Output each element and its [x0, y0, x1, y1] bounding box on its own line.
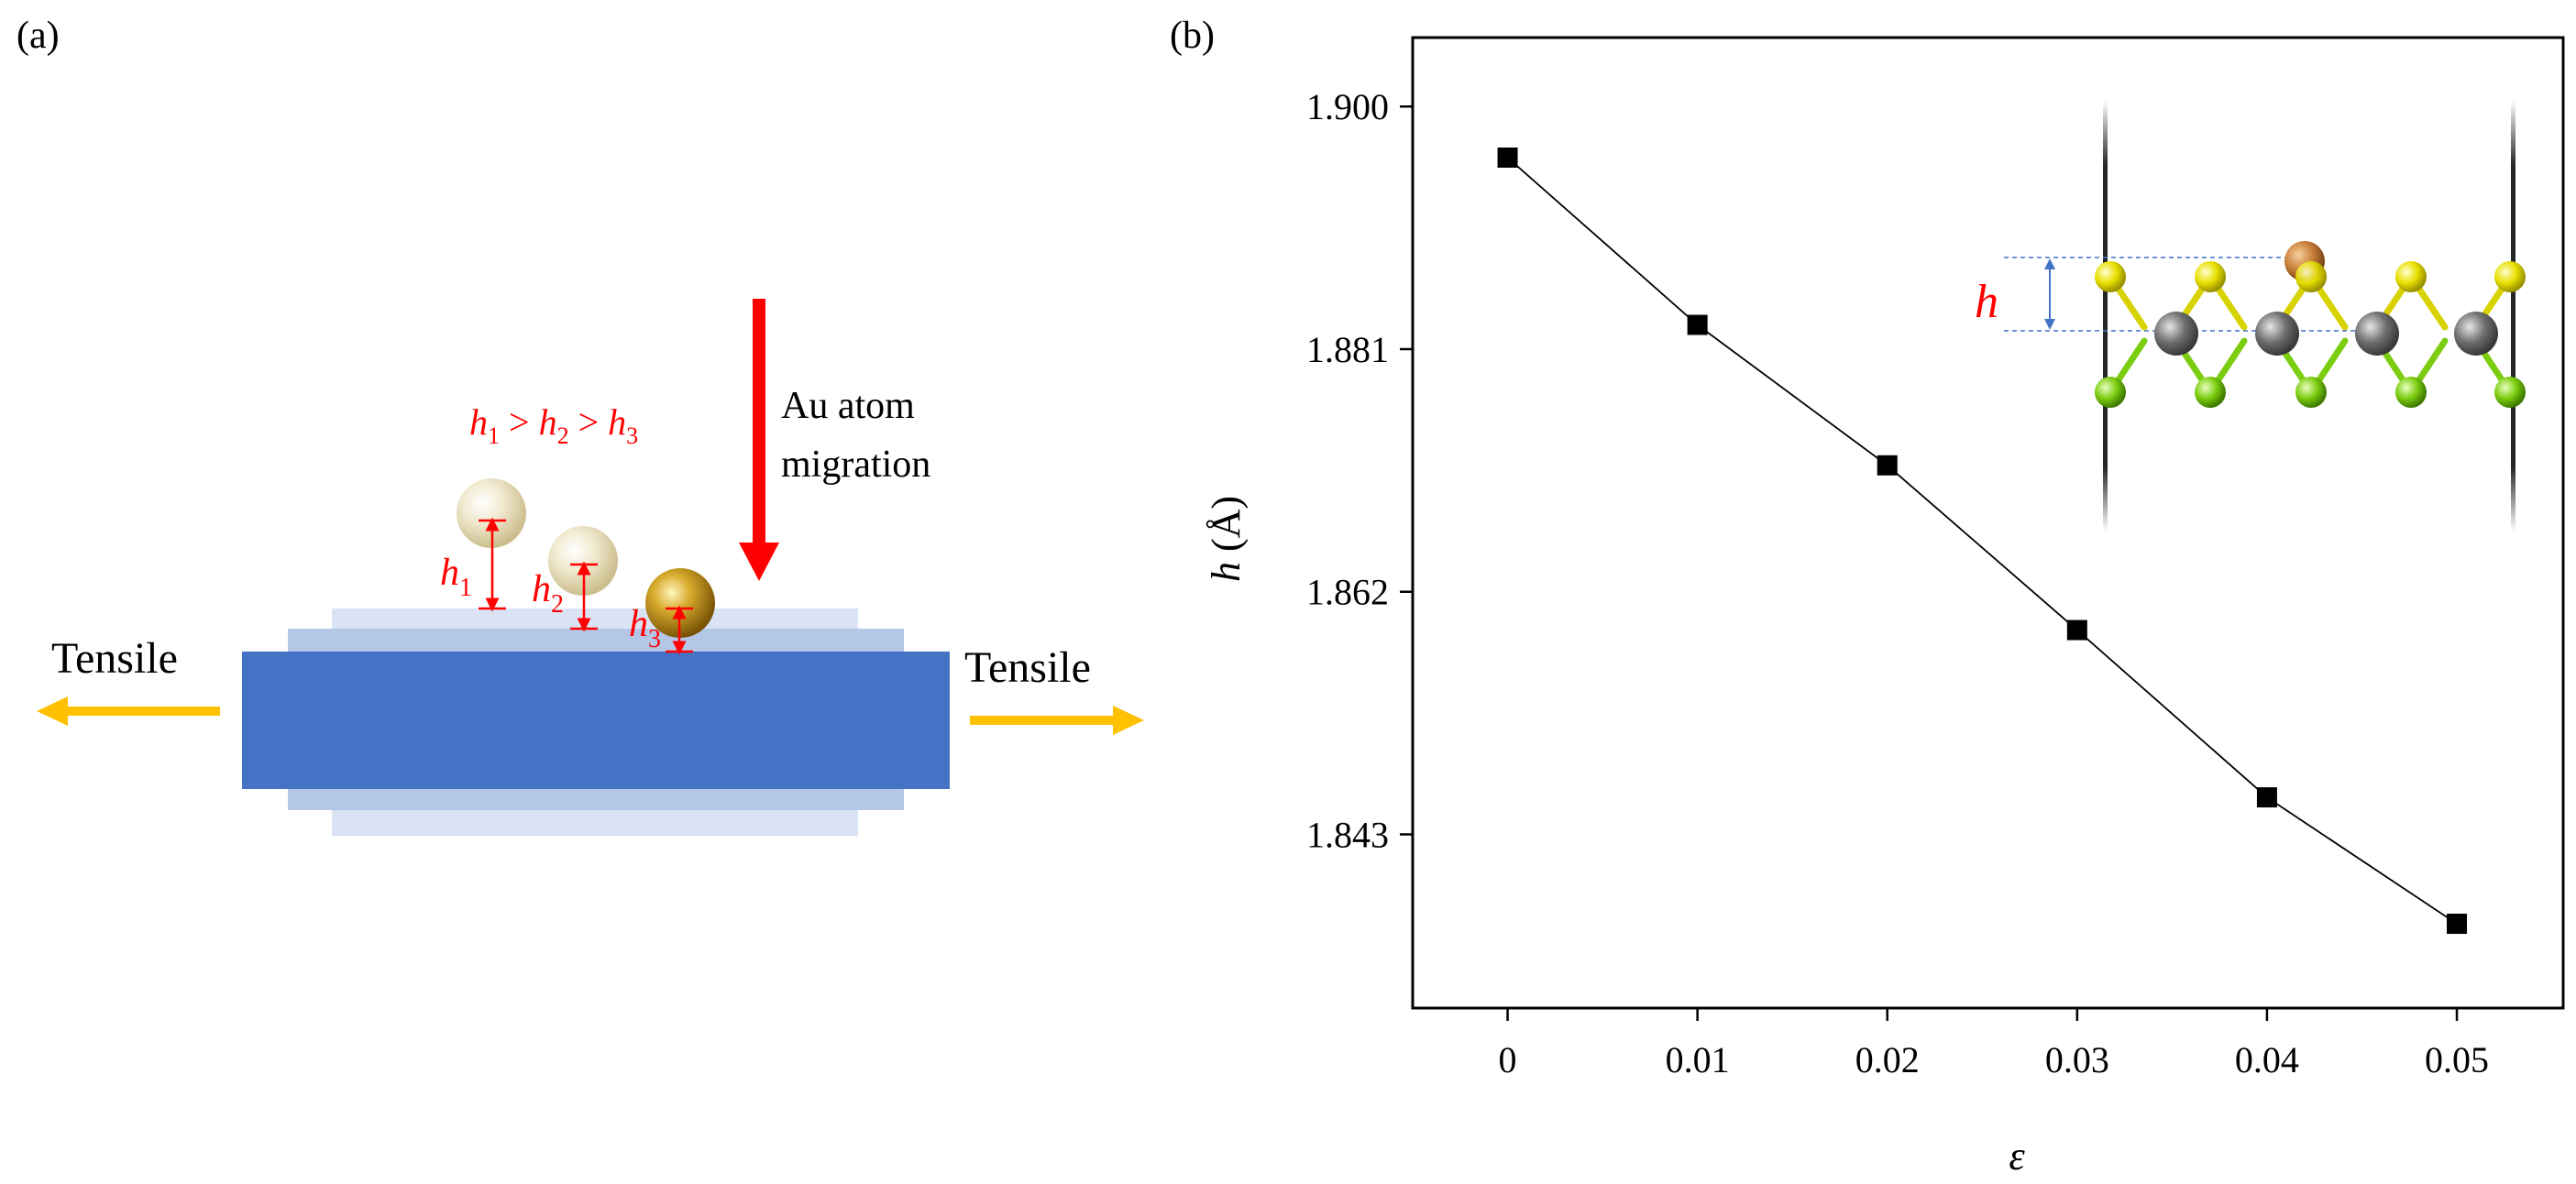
s-atom-top — [2095, 261, 2126, 292]
x-tick-label: 0.04 — [2235, 1039, 2299, 1080]
inset-right-boundary — [2511, 101, 2515, 532]
data-point-marker — [2256, 787, 2277, 808]
x-tick-label: 0.02 — [1855, 1039, 1920, 1080]
plot-markers-group — [1497, 147, 2468, 935]
data-point-marker — [2447, 914, 2468, 935]
tensile-label-right: Tensile — [964, 643, 1091, 692]
chart: 0 0.01 0.02 0.03 0.04 0.05 1.843 1.862 1.881 1.90… — [1306, 36, 2565, 1080]
tensile-label-left: Tensile — [51, 634, 178, 683]
y-tick-label: 1.881 — [1306, 329, 1389, 370]
panel-b-label: (b) — [1170, 15, 1215, 57]
axis-ticks-group — [1400, 104, 2459, 1021]
y-tick-label: 1.862 — [1306, 572, 1389, 613]
plot-frame — [1411, 36, 2565, 1010]
series-line — [1506, 157, 2458, 925]
s-atom-bottom — [2494, 377, 2526, 408]
x-axis-title: ε — [2009, 1134, 2025, 1179]
x-tick-label: 0 — [1499, 1039, 1517, 1080]
inset-structure: h — [1975, 101, 2526, 532]
height-markers — [479, 517, 693, 655]
data-point-marker — [1877, 455, 1898, 476]
plot-series-group — [1506, 157, 2458, 925]
s-atom-bottom — [2395, 377, 2427, 408]
inset-left-boundary — [2103, 101, 2108, 532]
y-axis-title: h (Å) — [1204, 496, 1249, 582]
panel-a: (a) h1 h2 h3 h1 > h2 > h3 — [17, 15, 1144, 836]
axis-tick-labels-group: 0 0.01 0.02 0.03 0.04 0.05 1.843 1.862 1.881 1.90… — [1306, 86, 2489, 1080]
migration-arrow — [739, 299, 779, 581]
data-point-marker — [1687, 314, 1708, 335]
x-tick-label: 0.01 — [1666, 1039, 1730, 1080]
metal-atom — [2454, 312, 2498, 356]
height-label-h3: h3 — [629, 603, 661, 653]
height-label-h1: h1 — [440, 552, 472, 602]
y-tick-label: 1.900 — [1306, 86, 1389, 127]
panel-b: (b) 0 0.01 0.02 0.03 0.04 0.05 1.843 1.862 1.881… — [1170, 15, 2565, 1179]
panel-a-label: (a) — [17, 15, 60, 57]
au-atom-3 — [645, 568, 715, 638]
x-tick-label: 0.03 — [2045, 1039, 2109, 1080]
data-point-marker — [2066, 619, 2087, 641]
tensile-arrow-right — [970, 706, 1144, 735]
height-label-h2: h2 — [532, 568, 564, 619]
metal-atom — [2355, 312, 2399, 356]
s-atom-top — [2395, 261, 2427, 292]
migration-label-line1: Au atom — [781, 385, 915, 427]
x-tick-label: 0.05 — [2425, 1039, 2489, 1080]
s-atom-top-front — [2295, 261, 2327, 292]
data-point-marker — [1497, 147, 1518, 168]
tensile-arrow-left — [37, 696, 220, 726]
metal-atom — [2255, 312, 2299, 356]
s-atom-bottom — [2195, 377, 2226, 408]
s-atom-bottom — [2295, 377, 2327, 408]
metal-atom — [2154, 312, 2198, 356]
au-atom-2 — [548, 526, 618, 596]
height-relation: h1 > h2 > h3 — [469, 401, 638, 449]
migration-label-line2: migration — [781, 444, 930, 486]
inset-h-label: h — [1975, 276, 1998, 328]
s-atom-top — [2494, 261, 2526, 292]
s-atom-top — [2195, 261, 2226, 292]
substrate-core — [242, 652, 950, 789]
substrate — [242, 608, 950, 836]
au-atom-1 — [457, 478, 526, 548]
y-tick-label: 1.843 — [1306, 814, 1389, 855]
s-atom-bottom — [2095, 377, 2126, 408]
